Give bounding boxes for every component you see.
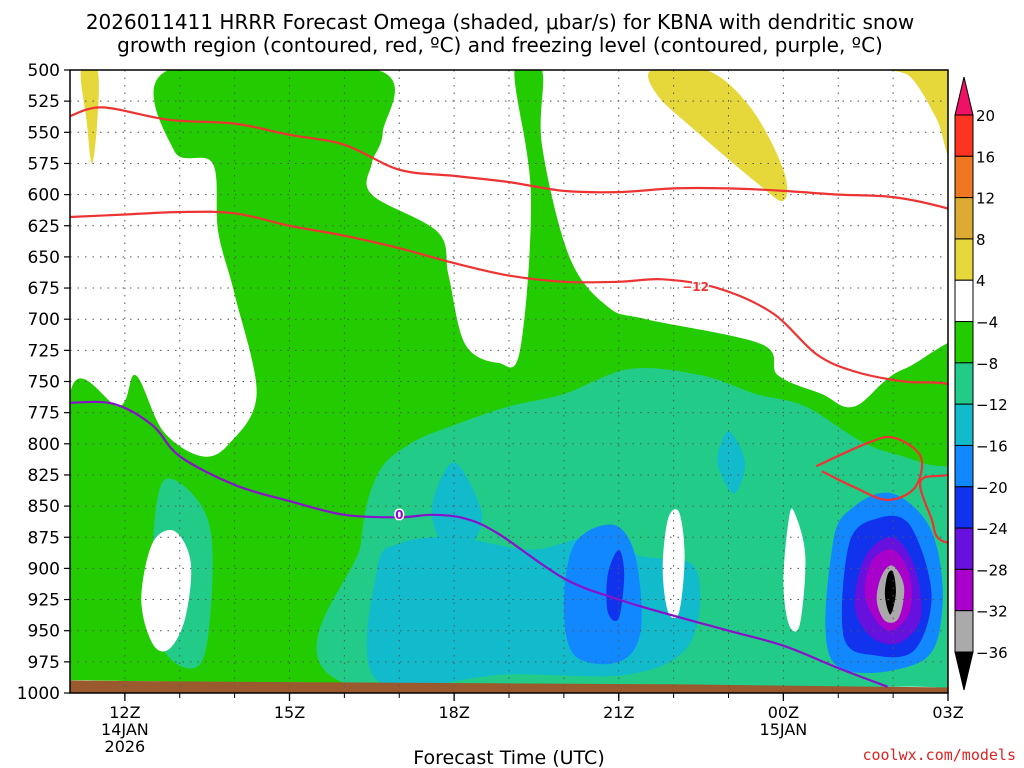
- y-tick-label: 775: [28, 404, 60, 424]
- colorbar-top-arrow: [954, 76, 974, 116]
- ground-layer: [70, 680, 948, 693]
- colorbar-label: −8: [976, 355, 998, 373]
- omega-region: [879, 70, 948, 156]
- colorbar-bottom-arrow: [954, 651, 974, 691]
- colorbar-bin: [954, 486, 974, 529]
- y-tick-label: 800: [28, 435, 60, 455]
- omega-region: [717, 431, 746, 494]
- y-tick-label: 700: [28, 310, 60, 330]
- contour-line: [815, 435, 924, 502]
- contour-line: [919, 473, 948, 544]
- y-tick-label: 500: [28, 61, 60, 81]
- colorbar-label: −28: [976, 561, 1008, 579]
- y-tick-label: 550: [28, 123, 60, 143]
- y-tick-label: 575: [28, 154, 60, 174]
- colorbar-bin: [954, 197, 974, 240]
- colorbar-label: 8: [976, 231, 986, 249]
- contour-lines: [70, 106, 948, 688]
- y-tick-label: 950: [28, 622, 60, 642]
- omega-region: [141, 530, 192, 652]
- ground-surface: [70, 680, 948, 693]
- colorbar-label: 12: [976, 190, 995, 208]
- y-tick-label: 650: [28, 248, 60, 268]
- contour-line: [70, 106, 948, 210]
- x-tick-date: 15JAN: [760, 720, 808, 739]
- colorbar-label: −12: [976, 396, 1008, 414]
- x-tick-label: 00Z: [768, 703, 799, 722]
- y-tick-label: 625: [28, 217, 60, 237]
- x-axis-title: Forecast Time (UTC): [413, 747, 604, 768]
- colorbar-label: −24: [976, 520, 1008, 538]
- contour-label: 0: [395, 508, 403, 522]
- y-tick-label: 600: [28, 186, 60, 206]
- colorbar-label: −36: [976, 644, 1008, 662]
- omega-region: [648, 70, 788, 202]
- y-tick-label: 525: [28, 92, 60, 112]
- y-tick-label: 900: [28, 559, 60, 579]
- colorbar-label: 20: [976, 107, 995, 125]
- colorbar-bin: [954, 362, 974, 405]
- omega-region: [662, 509, 685, 619]
- colorbar-bin: [954, 568, 974, 612]
- y-axis: 500 525 550 575 600 625 650 675 700 725 750 775 800 8…: [17, 61, 70, 704]
- colorbar-bin: [954, 279, 974, 323]
- colorbar-bin: [954, 403, 974, 446]
- colorbar-label: −32: [976, 603, 1008, 621]
- omega-region: [606, 549, 625, 622]
- y-tick-label: 750: [28, 373, 60, 393]
- chart-title-line-1: 2026011411 HRRR Forecast Omega (shaded, …: [86, 10, 914, 34]
- omega-region: [80, 70, 99, 164]
- colorbar-bin: [954, 527, 974, 570]
- y-tick-label: 925: [28, 591, 60, 611]
- colorbar-label: −16: [976, 437, 1008, 455]
- contour-line: [70, 210, 948, 386]
- y-tick-label: 825: [28, 466, 60, 486]
- contour-line: [70, 400, 888, 688]
- colorbar-bin: [954, 238, 974, 281]
- colorbar-label: 16: [976, 148, 995, 166]
- colorbar-label: 4: [976, 272, 986, 290]
- x-tick-date: 14JAN: [101, 720, 149, 739]
- colorbar-bin: [954, 155, 974, 199]
- x-tick-label: 03Z: [932, 703, 963, 722]
- omega-region: [355, 378, 390, 450]
- omega-region: [431, 462, 483, 548]
- omega-region: [783, 508, 806, 632]
- chart-title-line-2: growth region (contoured, red, ºC) and f…: [117, 33, 883, 57]
- colorbar-bin: [954, 114, 974, 157]
- y-tick-label: 1000: [17, 684, 60, 704]
- x-tick-label: 18Z: [438, 703, 469, 722]
- y-tick-label: 725: [28, 341, 60, 361]
- y-tick-label: 675: [28, 279, 60, 299]
- x-tick-label: 15Z: [274, 703, 305, 722]
- y-tick-label: 875: [28, 528, 60, 548]
- credit-text: coolwx.com/models: [862, 746, 1016, 764]
- x-tick-label: 21Z: [603, 703, 634, 722]
- colorbar-label: −4: [976, 314, 998, 332]
- colorbar-label: −20: [976, 479, 1008, 497]
- contour-label: −12: [682, 280, 709, 294]
- y-tick-label: 975: [28, 653, 60, 673]
- colorbar-bin: [954, 321, 974, 364]
- y-tick-label: 850: [28, 497, 60, 517]
- colorbar: 20 16 12 8 4 −4 −8 −12 −16 −20 −24 −28 −32 −36: [954, 76, 1008, 691]
- colorbar-bin: [954, 610, 974, 653]
- colorbar-bin: [954, 444, 974, 488]
- x-tick-year: 2026: [105, 737, 146, 756]
- x-tick-label: 12Z: [109, 703, 140, 722]
